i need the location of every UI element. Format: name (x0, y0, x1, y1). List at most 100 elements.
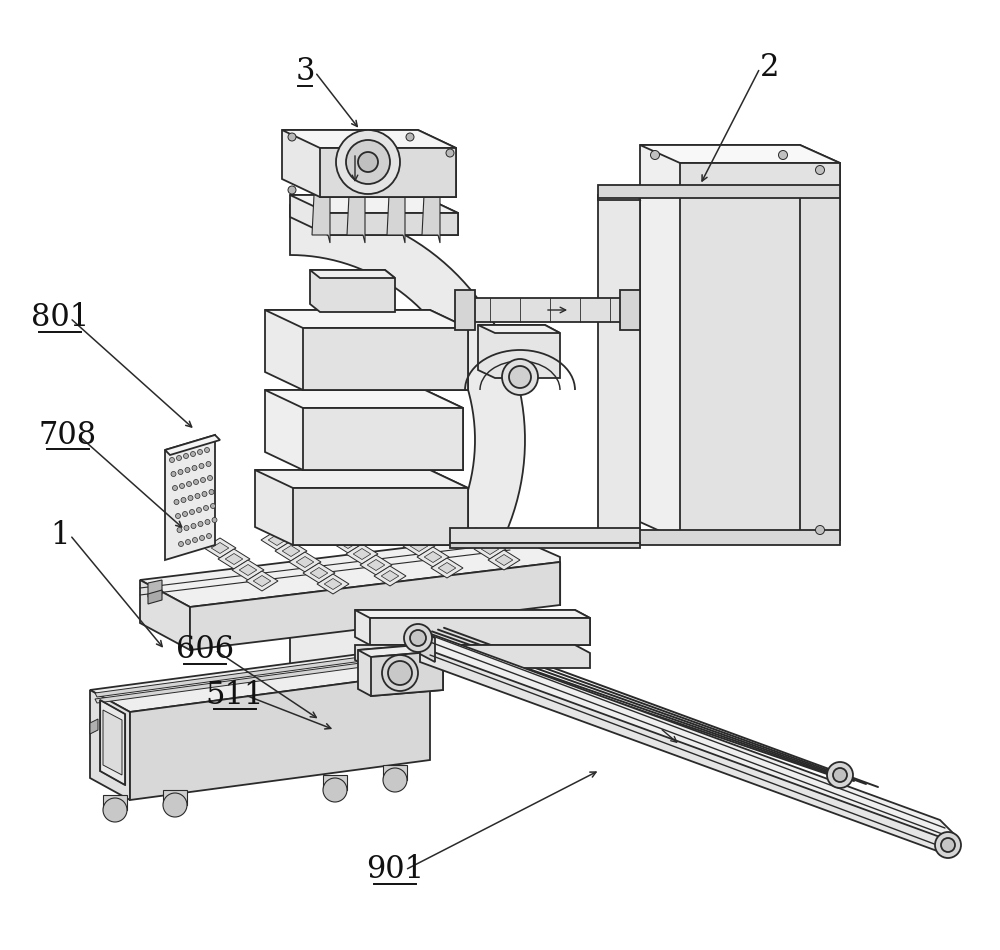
Polygon shape (225, 554, 243, 564)
Polygon shape (598, 195, 640, 540)
Polygon shape (265, 390, 463, 408)
Polygon shape (381, 571, 399, 581)
Text: 708: 708 (39, 420, 97, 450)
Polygon shape (265, 390, 463, 470)
Polygon shape (204, 538, 236, 558)
Circle shape (177, 527, 182, 533)
Polygon shape (100, 700, 125, 785)
Polygon shape (303, 328, 468, 390)
Polygon shape (374, 566, 406, 586)
Text: 511: 511 (206, 679, 264, 711)
Text: 801: 801 (31, 302, 89, 333)
Circle shape (383, 768, 407, 792)
Polygon shape (355, 645, 590, 668)
Text: 1: 1 (50, 520, 70, 550)
Polygon shape (165, 435, 215, 560)
Text: 901: 901 (366, 854, 424, 885)
Circle shape (204, 505, 208, 510)
Circle shape (173, 485, 178, 490)
Polygon shape (383, 765, 407, 780)
Circle shape (194, 480, 198, 484)
Circle shape (288, 133, 296, 141)
Polygon shape (640, 145, 840, 163)
Circle shape (192, 466, 197, 470)
Polygon shape (424, 552, 442, 562)
Circle shape (336, 130, 400, 194)
Polygon shape (495, 555, 513, 565)
Circle shape (935, 832, 961, 858)
Circle shape (288, 186, 296, 194)
Circle shape (184, 525, 189, 530)
Circle shape (185, 467, 190, 472)
Polygon shape (455, 290, 475, 330)
Polygon shape (310, 270, 395, 278)
Polygon shape (478, 325, 560, 333)
Polygon shape (148, 580, 162, 597)
Polygon shape (190, 562, 560, 650)
Polygon shape (460, 528, 492, 548)
Circle shape (382, 655, 418, 691)
Polygon shape (450, 543, 640, 548)
Polygon shape (310, 567, 328, 579)
Circle shape (212, 518, 217, 522)
Polygon shape (467, 533, 485, 543)
Polygon shape (211, 542, 229, 554)
Polygon shape (310, 270, 395, 312)
Circle shape (323, 778, 347, 802)
Polygon shape (353, 548, 371, 560)
Circle shape (941, 838, 955, 852)
Polygon shape (290, 195, 458, 235)
Circle shape (198, 449, 202, 454)
Polygon shape (417, 547, 449, 567)
Polygon shape (355, 610, 590, 618)
Polygon shape (303, 408, 463, 470)
Polygon shape (438, 562, 456, 574)
Circle shape (509, 366, 531, 388)
Polygon shape (403, 536, 435, 556)
Circle shape (170, 458, 175, 463)
Polygon shape (255, 470, 468, 488)
Polygon shape (371, 651, 443, 696)
Polygon shape (239, 564, 257, 576)
Polygon shape (320, 148, 456, 197)
Polygon shape (328, 213, 458, 235)
Polygon shape (218, 549, 250, 569)
Circle shape (210, 504, 216, 508)
Polygon shape (317, 574, 349, 594)
Text: 606: 606 (176, 635, 234, 666)
Circle shape (827, 762, 853, 788)
Circle shape (176, 514, 180, 519)
Circle shape (196, 507, 202, 512)
Text: 2: 2 (760, 52, 780, 84)
Polygon shape (163, 790, 187, 805)
Polygon shape (103, 795, 127, 810)
Polygon shape (358, 644, 443, 657)
Circle shape (174, 500, 179, 504)
Polygon shape (90, 719, 98, 734)
Circle shape (816, 165, 824, 175)
Circle shape (206, 462, 211, 466)
Polygon shape (387, 195, 405, 243)
Circle shape (180, 484, 184, 488)
Polygon shape (360, 555, 392, 575)
Polygon shape (640, 145, 840, 540)
Polygon shape (347, 195, 365, 243)
Polygon shape (367, 560, 385, 571)
Circle shape (178, 469, 183, 474)
Polygon shape (420, 630, 955, 852)
Polygon shape (290, 195, 458, 213)
Circle shape (446, 149, 454, 157)
Polygon shape (253, 576, 271, 586)
Circle shape (833, 768, 847, 782)
Polygon shape (620, 290, 640, 330)
Polygon shape (598, 185, 840, 198)
Circle shape (207, 534, 212, 539)
Polygon shape (246, 571, 278, 591)
Polygon shape (232, 560, 264, 580)
Polygon shape (450, 528, 640, 543)
Polygon shape (261, 530, 293, 550)
Polygon shape (481, 543, 499, 555)
Polygon shape (312, 195, 330, 243)
Circle shape (190, 509, 194, 515)
Polygon shape (598, 530, 840, 545)
